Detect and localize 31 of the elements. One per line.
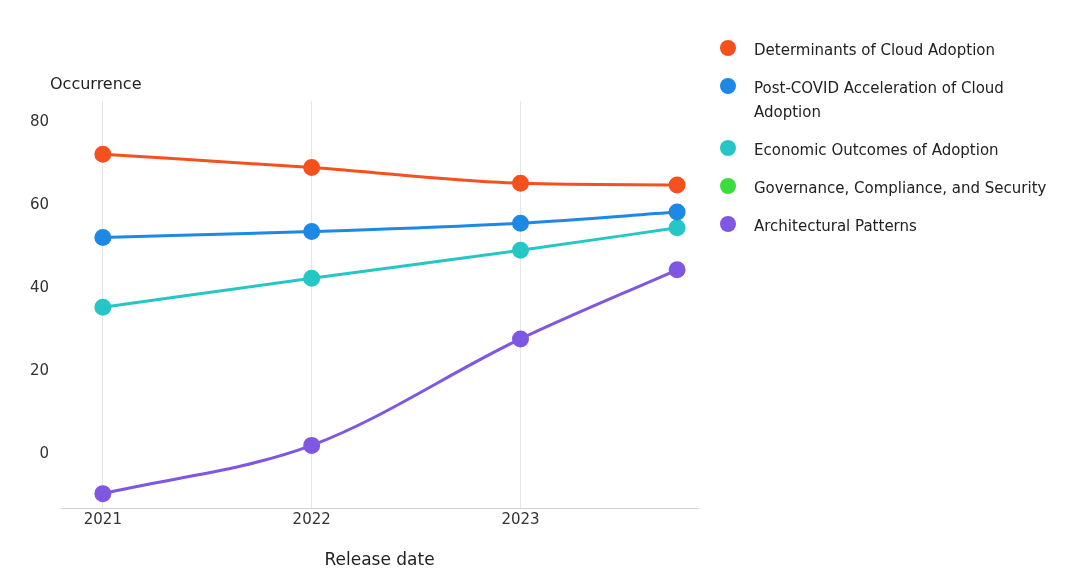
y-tick-label: 0 [39, 444, 50, 463]
point [668, 203, 686, 221]
point [94, 298, 112, 316]
x-axis-title: Release date [324, 549, 435, 570]
y-tick-label: 40 [29, 278, 50, 297]
legend-label: Economic Outcomes of Adoption [754, 140, 999, 161]
point [303, 159, 321, 177]
x-tick-label: 2023 [501, 510, 540, 529]
point [512, 241, 529, 259]
y-tick-label: 80 [29, 111, 50, 130]
x-tick-label: 2021 [83, 510, 122, 529]
legend-label: Post-COVID Acceleration of Cloud Adoption [754, 78, 1005, 123]
point [512, 330, 529, 348]
point [303, 436, 321, 454]
point [512, 174, 529, 192]
point [303, 269, 321, 287]
point [668, 176, 686, 194]
point [94, 485, 112, 503]
point [512, 214, 529, 232]
point [668, 219, 686, 237]
point [303, 223, 321, 241]
legend-label: Determinants of Cloud Adoption [754, 40, 996, 61]
point [668, 261, 686, 279]
y-axis-title: Occurrence [50, 74, 142, 93]
legend-label: Governance, Compliance, and Security [754, 178, 1047, 199]
legend-label: Architectural Patterns [754, 216, 917, 237]
point [94, 145, 112, 163]
point [94, 228, 112, 246]
y-tick-label: 60 [29, 194, 50, 213]
y-tick-label: 20 [29, 361, 50, 380]
x-tick-label: 2022 [292, 510, 331, 529]
